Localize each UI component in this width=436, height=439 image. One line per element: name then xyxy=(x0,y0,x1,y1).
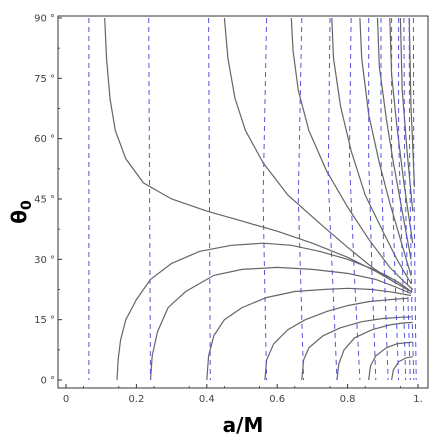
dashed-curve-1 xyxy=(148,17,151,381)
solid-curve-1 xyxy=(149,266,412,381)
y-axis-title: θ0 xyxy=(7,200,35,224)
x-axis-ticks: 0 0.2 0.4 0.6 0.8 1. xyxy=(63,384,423,405)
solid-curve-13 xyxy=(376,17,412,260)
dashed-curve-8 xyxy=(380,18,389,381)
x-axis-title: a/M xyxy=(223,413,264,437)
y-axis-title-sub: 0 xyxy=(19,200,35,210)
solid-curve-7 xyxy=(391,356,413,381)
dashed-curve-7 xyxy=(368,18,377,381)
y-tick-label-5: 75 ° xyxy=(34,74,55,85)
solid-curves xyxy=(104,17,416,381)
x-tick-label-0: 0 xyxy=(63,394,69,405)
solid-curve-14 xyxy=(389,17,414,244)
solid-curve-0 xyxy=(116,242,412,381)
y-axis-title-main: θ xyxy=(7,210,31,224)
dashed-curve-6 xyxy=(348,17,361,381)
y-tick-label-4: 60 ° xyxy=(34,134,55,145)
y-tick-label-1: 15 ° xyxy=(34,315,55,326)
dashed-curve-9 xyxy=(391,18,400,381)
solid-curve-6 xyxy=(368,341,413,381)
dashed-curve-12 xyxy=(408,17,415,381)
x-tick-label-5: 1. xyxy=(413,394,423,405)
solid-curve-4 xyxy=(301,316,412,381)
y-tick-label-2: 30 ° xyxy=(34,255,55,266)
solid-curve-5 xyxy=(336,321,413,381)
solid-curve-16 xyxy=(408,17,416,187)
y-tick-label-6: 90 ° xyxy=(34,14,55,25)
dashed-curve-10 xyxy=(398,18,407,381)
plot-frame xyxy=(57,15,429,389)
solid-curve-10 xyxy=(290,17,414,290)
x-tick-label-1: 0.2 xyxy=(128,394,144,405)
x-tick-label-4: 0.8 xyxy=(340,394,356,405)
y-tick-label-0: 0 ° xyxy=(40,376,55,387)
solid-curve-2 xyxy=(206,287,412,381)
dashed-curve-11 xyxy=(403,17,411,381)
x-tick-label-2: 0.4 xyxy=(199,394,215,405)
x-tick-label-3: 0.6 xyxy=(269,394,285,405)
dashed-curve-3 xyxy=(262,17,268,381)
dashed-curve-13 xyxy=(412,17,417,381)
y-tick-label-3: 45 ° xyxy=(34,195,55,206)
dashed-curve-2 xyxy=(208,17,211,381)
solid-curve-8 xyxy=(104,17,412,293)
solid-curve-9 xyxy=(223,17,412,293)
solid-curve-3 xyxy=(264,297,408,381)
y-axis-ticks: 0 ° 15 ° 30 ° 45 ° 60 ° 75 ° 90 ° xyxy=(34,14,62,387)
dashed-curves xyxy=(88,17,417,381)
solid-curve-12 xyxy=(359,17,412,276)
dashed-curve-4 xyxy=(297,17,305,381)
